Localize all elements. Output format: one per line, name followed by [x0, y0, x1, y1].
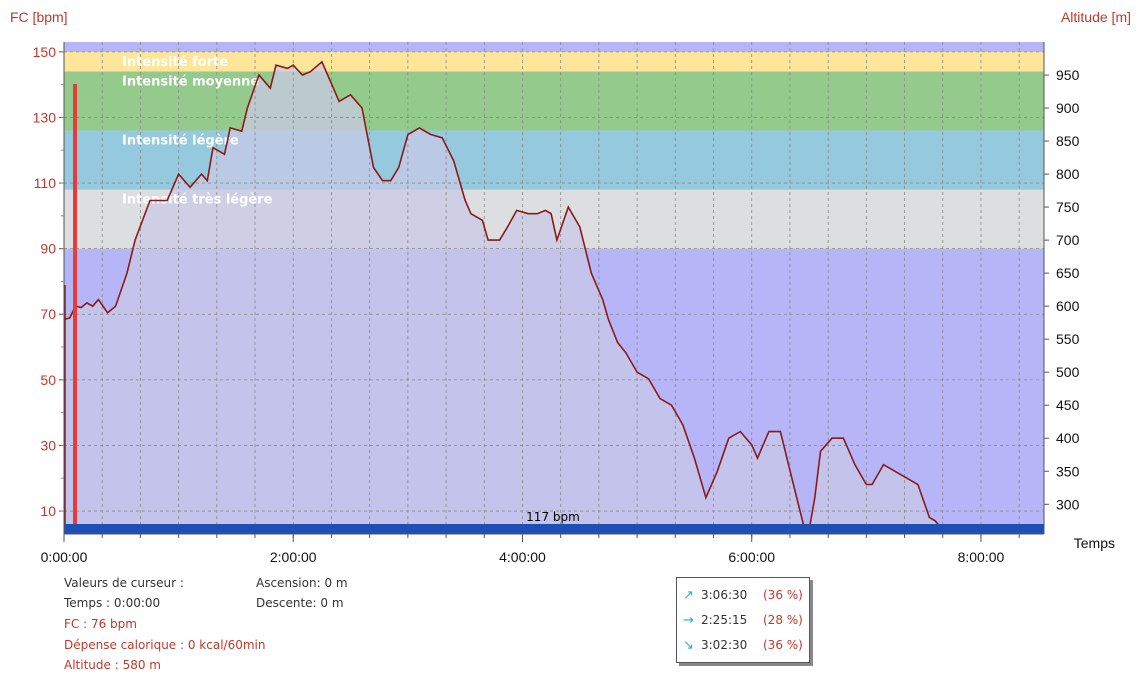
x-tick-label-2: 4:00:00	[499, 549, 546, 565]
zone-label-2: Intensité légère	[122, 134, 239, 149]
altitude-fill	[64, 61, 1010, 533]
left-tick-label-3: 90	[40, 241, 56, 257]
cursor-calories: Dépense calorique : 0 kcal/60min	[64, 638, 266, 652]
right-tick-label-6: 650	[1056, 265, 1080, 281]
y-right-title: Altitude [m]	[1061, 9, 1131, 25]
slope-row-up: ↗ 3:06:30 (36 %)	[683, 586, 803, 604]
left-tick-label-5: 50	[40, 372, 56, 388]
cursor-ascension: Ascension: 0 m	[256, 576, 348, 590]
slope-row-down: ↘ 3:02:30 (36 %)	[683, 636, 803, 654]
right-tick-label-3: 800	[1056, 166, 1080, 182]
right-tick-label-10: 450	[1056, 397, 1080, 413]
arrow-right-icon: →	[683, 612, 694, 628]
x-tick-label-4: 8:00:00	[958, 549, 1005, 565]
right-tick-label-1: 900	[1056, 100, 1080, 116]
right-tick-label-12: 350	[1056, 463, 1080, 479]
right-tick-label-7: 600	[1056, 298, 1080, 314]
right-tick-label-0: 950	[1056, 67, 1080, 83]
slope-time-up: 3:06:30	[701, 588, 748, 602]
left-tick-label-6: 30	[40, 437, 56, 453]
cursor-heart-rate: FC : 76 bpm	[64, 617, 137, 631]
slope-stats-box: ↗ 3:06:30 (36 %) → 2:25:15 (28 %) ↘ 3:02…	[676, 577, 810, 663]
bottom-bar-label: 117 bpm	[526, 510, 580, 524]
zone-label-1: Intensité moyenne	[122, 75, 259, 90]
altitude-line	[63, 60, 1010, 533]
altitude-area	[64, 61, 1010, 533]
axes	[59, 42, 1049, 542]
grid	[64, 42, 1044, 534]
y-left-title: FC [bpm]	[10, 9, 68, 25]
cursor-time: Temps : 0:00:00	[64, 596, 161, 610]
left-tick-label-2: 110	[34, 175, 57, 191]
left-tick-label-0: 150	[33, 44, 57, 60]
left-tick-label-7: 10	[40, 503, 56, 519]
slope-pct-down: (36 %)	[763, 638, 803, 652]
right-tick-label-5: 700	[1056, 232, 1080, 248]
left-tick-label-1: 130	[33, 109, 57, 125]
cursor-values-header: Valeurs de curseur :	[64, 576, 184, 590]
right-tick-label-8: 550	[1056, 331, 1080, 347]
right-tick-label-11: 400	[1056, 430, 1080, 446]
arrow-down-right-icon: ↘	[683, 637, 694, 653]
right-tick-label-9: 500	[1056, 364, 1080, 380]
slope-time-down: 3:02:30	[701, 638, 748, 652]
arrow-up-right-icon: ↗	[683, 587, 694, 603]
left-tick-label-4: 70	[40, 306, 56, 322]
cursor-descente: Descente: 0 m	[256, 596, 344, 610]
zone-label-3: Intensité très légère	[122, 193, 273, 208]
right-tick-label-4: 750	[1056, 199, 1080, 215]
slope-row-flat: → 2:25:15 (28 %)	[683, 611, 803, 629]
x-title: Temps	[1074, 535, 1115, 551]
x-tick-label-1: 2:00:00	[270, 549, 317, 565]
cursor-altitude: Altitude : 580 m	[64, 658, 161, 672]
slope-pct-up: (36 %)	[763, 588, 803, 602]
bottom-bar	[64, 524, 1044, 534]
zone-band-0	[64, 51, 1044, 72]
x-tick-label-3: 6:00:00	[728, 549, 775, 565]
slope-time-flat: 2:25:15	[701, 613, 748, 627]
right-tick-label-13: 300	[1056, 496, 1080, 512]
slope-pct-flat: (28 %)	[763, 613, 803, 627]
x-tick-label-0: 0:00:00	[41, 549, 88, 565]
zone-label-0: Intensité forte	[122, 55, 228, 70]
zone-band-1	[64, 71, 1044, 131]
right-tick-label-2: 850	[1056, 133, 1080, 149]
